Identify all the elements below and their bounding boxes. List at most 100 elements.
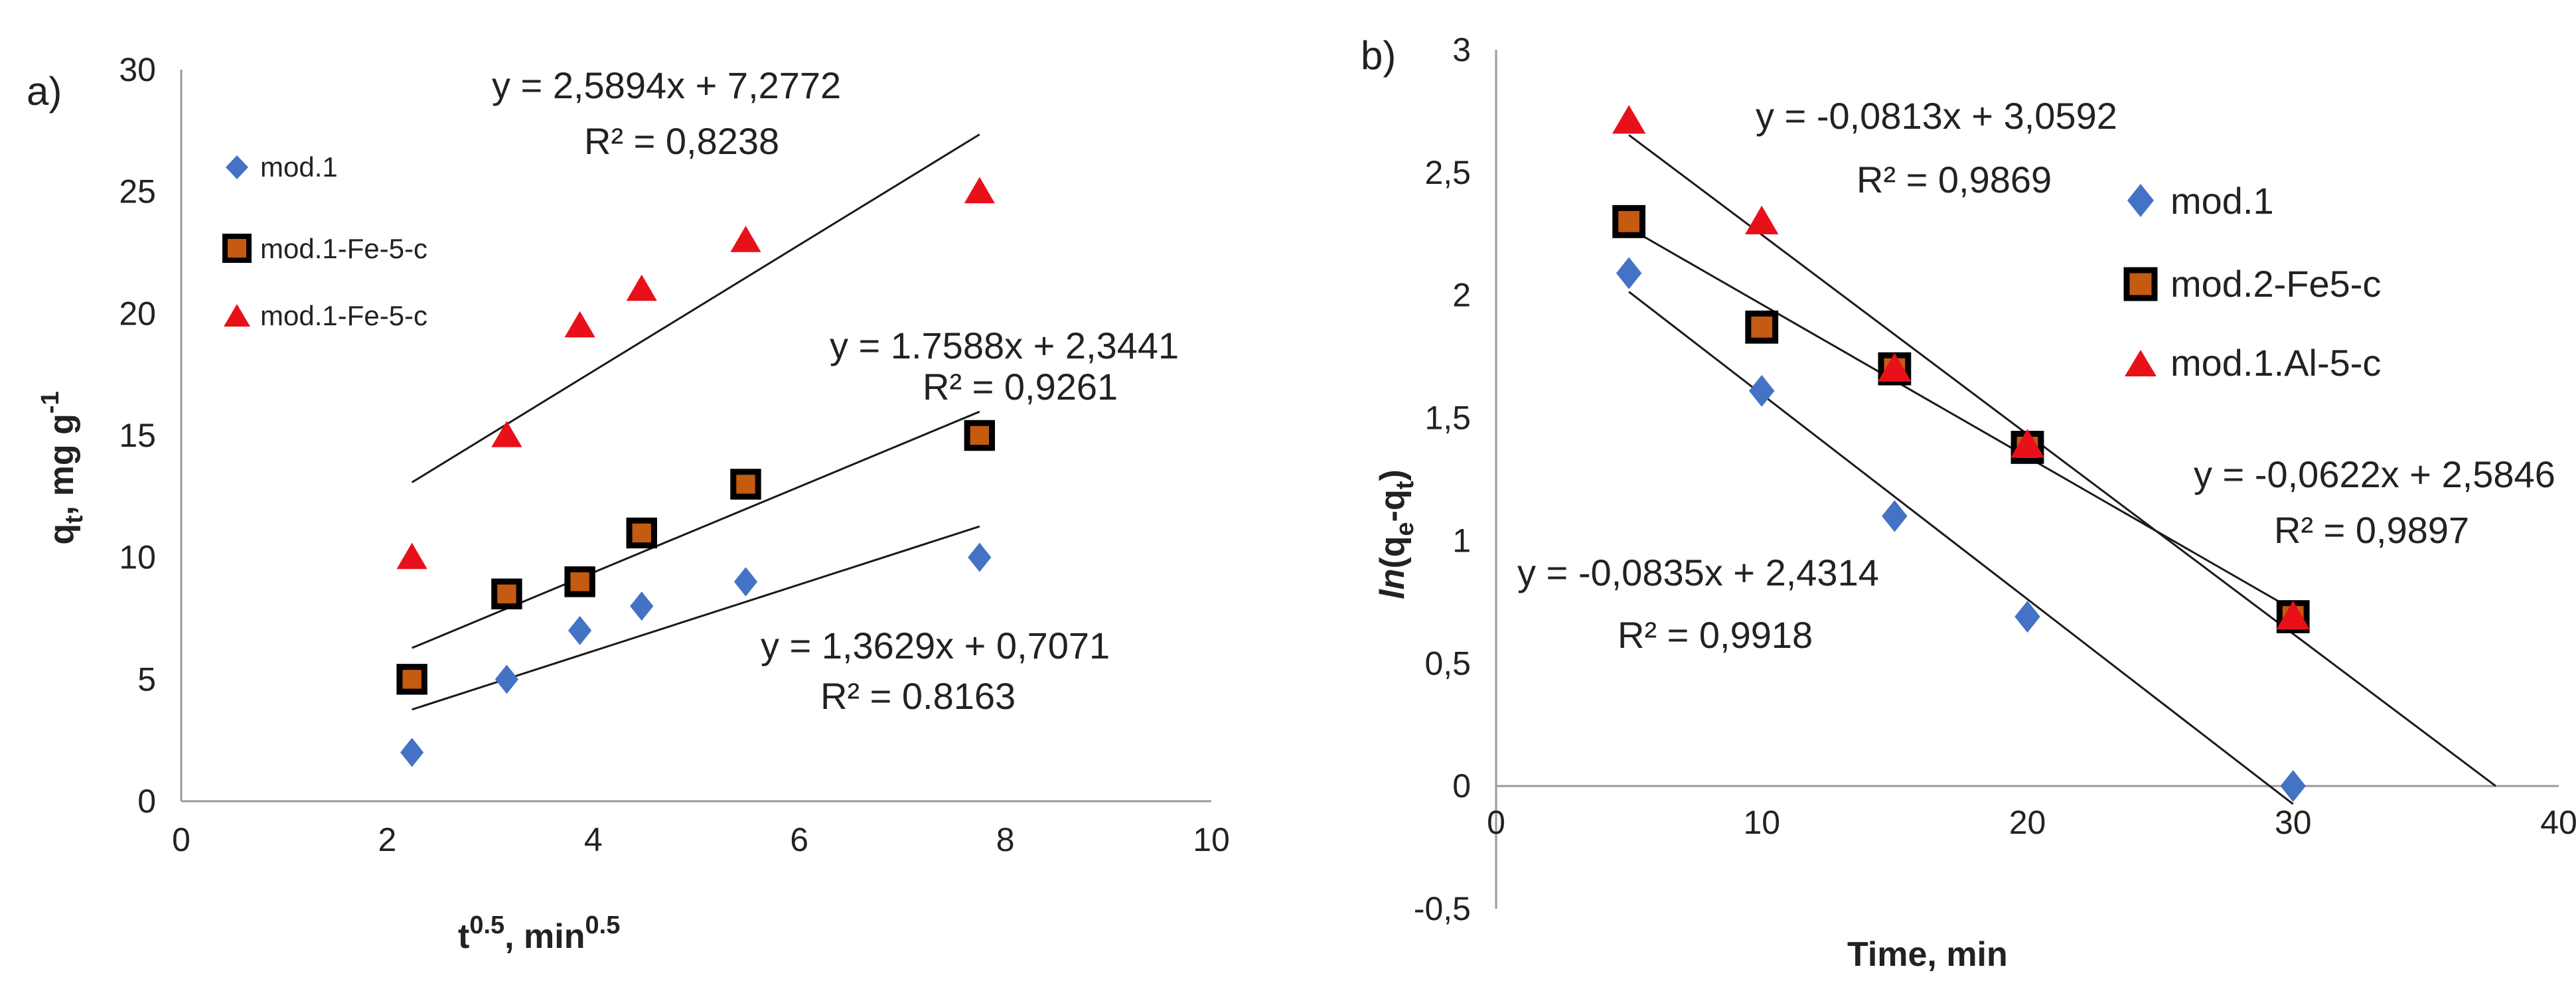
chart-b-axes [1495, 50, 2559, 909]
chart-a-y-label: qt, mg g-1 [37, 391, 88, 544]
chart-b-y-tick: 1 [1452, 522, 1471, 559]
chart-a-point-s1-2 [494, 664, 519, 694]
chart-b-y-ticks: -0,5 0 0,5 1 1,5 2 2,5 3 [1414, 31, 1471, 927]
chart-b-legend-label-2: mod.2-Fe5-c [2170, 263, 2381, 305]
chart-a-point-s3-6 [964, 177, 995, 204]
chart-a-point-s3-5 [730, 226, 761, 252]
chart-a-point-s3-1 [396, 542, 427, 570]
chart-a-y-tick: 15 [119, 417, 156, 454]
chart-b-x-tick: 30 [2275, 804, 2312, 841]
chart-a-r2-series3: R² = 0,8238 [584, 120, 779, 162]
chart-a-point-s3-2 [491, 421, 522, 447]
chart-a: a) 0 5 10 15 20 25 30 0 2 4 6 8 10 y = 2,5894x + 7,… [27, 51, 1230, 956]
chart-b-point-s3-1 [1612, 105, 1646, 134]
chart-a-legend-marker-3 [224, 304, 250, 327]
chart-a-point-s1-1 [400, 737, 424, 767]
chart-a-x-tick: 10 [1193, 821, 1230, 858]
chart-a-point-s2-6 [964, 420, 995, 451]
chart-a-point-s1-5 [733, 567, 758, 597]
chart-a-point-s2-2 [491, 578, 522, 609]
chart-a-eq-series2: y = 1.7588x + 2,3441 [830, 325, 1179, 366]
chart-a-y-tick: 30 [119, 51, 156, 88]
chart-b-y-tick: 0,5 [1424, 645, 1471, 682]
chart-a-y-tick: 20 [119, 295, 156, 332]
chart-a-r2-series2: R² = 0,9261 [923, 366, 1118, 408]
chart-a-point-s2-4 [626, 517, 657, 549]
chart-b-y-tick: 0 [1452, 767, 1471, 805]
chart-a-x-tick: 0 [172, 821, 190, 858]
chart-a-legend-label-2: mod.1-Fe-5-c [260, 233, 427, 264]
chart-b-y-tick: -0,5 [1414, 890, 1471, 927]
chart-a-y-tick: 25 [119, 173, 156, 210]
chart-b-x-label: Time, min [1847, 935, 2008, 974]
chart-a-y-tick: 0 [137, 783, 156, 820]
chart-a-x-tick: 2 [378, 821, 396, 858]
chart-b-point-s3-5 [2276, 601, 2310, 630]
chart-b-r2-series3: R² = 0,9869 [1856, 159, 2052, 200]
chart-a-legend-label-3: mod.1-Fe-5-c [260, 300, 427, 331]
chart-b-x-tick: 0 [1487, 804, 1505, 841]
chart-b-point-s1-2 [1749, 374, 1775, 407]
chart-b-trendlines [1628, 134, 2496, 805]
chart-a-r2-series1: R² = 0.8163 [820, 675, 1016, 717]
chart-b-x-tick: 20 [2009, 804, 2046, 841]
chart-a-x-ticks: 0 2 4 6 8 10 [172, 821, 1230, 858]
chart-b-legend-label-3: mod.1.Al-5-c [2170, 342, 2381, 384]
chart-b-y-tick: 2 [1452, 277, 1471, 314]
chart-a-point-s3-3 [564, 311, 595, 338]
chart-a-x-tick: 8 [996, 821, 1015, 858]
chart-b-point-s2-1 [1612, 204, 1646, 238]
chart-a-legend-marker-1 [226, 155, 248, 179]
chart-b: b) -0,5 0 0,5 1 1,5 2 2,5 3 0 10 20 30 40 y = -0,08… [1361, 31, 2576, 974]
chart-b-point-s1-3 [1882, 500, 1908, 532]
chart-b-panel-label: b) [1361, 33, 1396, 78]
chart-b-x-ticks: 0 10 20 30 40 [1487, 804, 2576, 841]
chart-b-trendline-1 [1628, 291, 2294, 805]
chart-a-point-s1-3 [568, 615, 592, 645]
chart-b-eq-series2: y = -0,0622x + 2,5846 [2194, 453, 2555, 495]
chart-a-points [396, 177, 995, 767]
chart-a-point-s2-3 [564, 566, 595, 597]
chart-a-legend-label-1: mod.1 [260, 151, 338, 183]
chart-a-point-s2-5 [730, 469, 761, 500]
chart-a-eq-series1: y = 1,3629x + 0,7071 [761, 625, 1110, 666]
chart-b-x-tick: 40 [2540, 804, 2576, 841]
chart-a-x-tick: 4 [584, 821, 603, 858]
chart-b-point-s3-2 [1745, 205, 1779, 234]
chart-b-y-label: ln(qe-qt) [1373, 469, 1419, 599]
chart-b-y-tick: 2,5 [1424, 154, 1471, 191]
chart-a-x-label: t0.5, min0.5 [458, 911, 620, 956]
chart-a-point-s2-1 [396, 664, 427, 695]
chart-b-trendline-3 [1628, 134, 2496, 787]
chart-a-panel-label: a) [27, 69, 62, 114]
chart-a-y-tick: 5 [137, 660, 156, 698]
chart-b-legend-label-1: mod.1 [2170, 180, 2274, 222]
chart-a-trendlines [411, 133, 980, 711]
chart-b-r2-series1: R² = 0,9918 [1618, 614, 1813, 656]
chart-b-point-s3-3 [1878, 352, 1912, 382]
chart-a-legend: mod.1 mod.1-Fe-5-c mod.1-Fe-5-c [222, 151, 427, 331]
chart-b-eq-series3: y = -0,0813x + 3,0592 [1756, 95, 2117, 137]
chart-b-point-s2-2 [1745, 310, 1779, 344]
chart-a-point-s1-6 [968, 542, 992, 572]
chart-a-eq-series3: y = 2,5894x + 7,2772 [492, 64, 841, 106]
chart-b-y-tick: 3 [1452, 31, 1471, 68]
chart-b-y-tick: 1,5 [1424, 400, 1471, 437]
chart-b-eq-series1: y = -0,0835x + 2,4314 [1517, 552, 1879, 593]
chart-a-trendline-3 [411, 133, 980, 483]
chart-a-y-tick: 10 [119, 539, 156, 576]
chart-b-legend-marker-3 [2125, 350, 2157, 376]
chart-b-legend-marker-1 [2127, 184, 2154, 217]
chart-a-point-s3-4 [626, 274, 657, 301]
chart-b-legend: mod.1 mod.2-Fe5-c mod.1.Al-5-c [2123, 180, 2381, 384]
chart-b-trendline-2 [1628, 227, 2294, 611]
chart-b-point-s1-1 [1616, 257, 1642, 289]
chart-a-y-ticks: 0 5 10 15 20 25 30 [119, 51, 156, 820]
chart-a-point-s1-4 [630, 591, 654, 621]
chart-b-r2-series2: R² = 0,9897 [2274, 509, 2469, 551]
chart-b-legend-marker-2 [2123, 267, 2158, 301]
chart-b-point-s3-4 [2010, 429, 2044, 458]
chart-b-x-tick: 10 [1743, 804, 1780, 841]
chart-a-axes [180, 70, 1211, 803]
